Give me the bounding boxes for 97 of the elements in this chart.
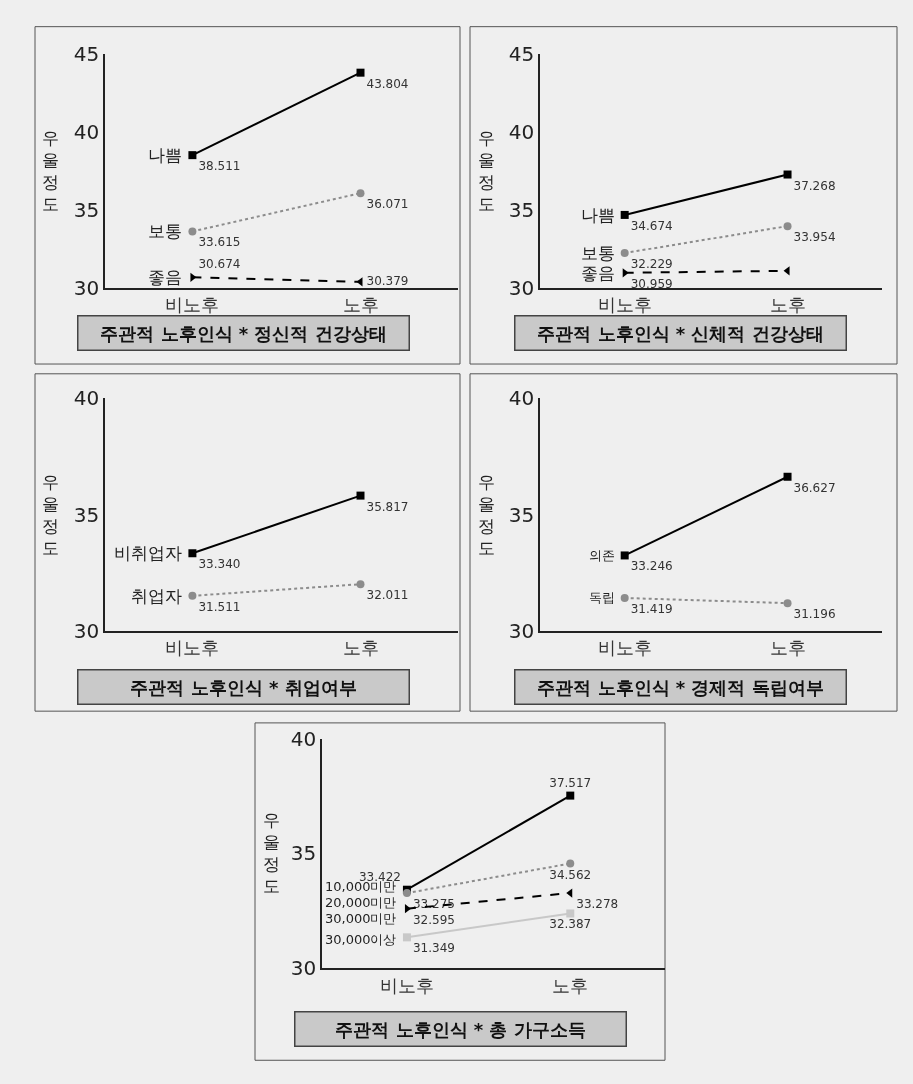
- point: [356, 68, 365, 77]
- y-tick-label: 40: [290, 726, 317, 751]
- y-tick-label: 35: [73, 197, 100, 222]
- series-label: 나쁨: [148, 145, 182, 165]
- point: [566, 859, 575, 868]
- data-label: 33.278: [576, 897, 619, 912]
- y-tick-label: 40: [508, 386, 535, 411]
- data-label: 31.511: [198, 599, 241, 614]
- y-tick-label: 45: [73, 42, 100, 67]
- y-tick-label: 30: [508, 275, 535, 300]
- y-axis-title: 우울정도: [478, 128, 495, 215]
- series-label: 보통: [148, 221, 182, 241]
- point: [783, 599, 792, 608]
- data-label: 33.275: [412, 897, 455, 912]
- text: 주관적 노후인식 * 신체적 건강상태: [537, 322, 824, 344]
- point: [188, 591, 197, 600]
- series-label: 비취업자: [114, 543, 182, 563]
- y-tick-label: 35: [290, 841, 317, 866]
- data-label: 33.954: [793, 230, 836, 245]
- point: [620, 551, 629, 560]
- point: [620, 593, 629, 602]
- point: [188, 151, 197, 160]
- point: [566, 791, 575, 800]
- y-tick-label: 35: [73, 502, 100, 527]
- data-label: 35.817: [366, 499, 409, 514]
- y-tick-label: 30: [290, 956, 317, 981]
- data-label: 31.349: [412, 941, 455, 956]
- data-label: 31.196: [793, 607, 836, 622]
- x-tick-label: 노후: [552, 974, 589, 996]
- data-label: 37.268: [793, 178, 836, 193]
- series-label: 의존: [589, 548, 615, 563]
- series-label: 20,000미만: [325, 895, 397, 910]
- series-label: 나쁨: [581, 205, 615, 225]
- point: [620, 249, 629, 258]
- point: [783, 472, 792, 481]
- data-label: 34.674: [630, 218, 673, 233]
- data-label: 33.615: [198, 235, 241, 250]
- data-label: 34.562: [549, 867, 592, 882]
- y-tick-label: 45: [508, 42, 535, 67]
- y-axis-title: 우울정도: [42, 128, 59, 215]
- series-label: 취업자: [131, 586, 182, 606]
- y-tick-label: 40: [73, 386, 100, 411]
- y-tick-label: 35: [508, 502, 535, 527]
- x-tick-label: 노후: [769, 637, 806, 659]
- data-label: 38.511: [198, 159, 241, 174]
- point: [356, 189, 365, 198]
- point: [402, 933, 411, 942]
- data-label: 37.517: [549, 775, 592, 790]
- text: 주관적 노후인식 * 총 가구소득: [335, 1018, 586, 1040]
- data-label: 32.229: [630, 257, 673, 272]
- series-label: 좋음: [148, 267, 182, 287]
- data-label: 32.595: [412, 912, 455, 927]
- x-tick-label: 비노후: [597, 294, 652, 316]
- point: [188, 227, 197, 236]
- data-label: 36.071: [366, 197, 409, 212]
- data-label: 32.387: [549, 917, 592, 932]
- x-tick-label: 비노후: [165, 294, 220, 316]
- series-label: 30,000이상: [325, 932, 397, 947]
- data-label: 43.804: [366, 76, 409, 91]
- point: [783, 170, 792, 179]
- series-label: 보통: [581, 243, 615, 263]
- y-tick-label: 30: [73, 275, 100, 300]
- text: 주관적 노후인식 * 취업여부: [130, 676, 357, 698]
- data-label: 31.419: [630, 601, 673, 616]
- x-tick-label: 노후: [769, 294, 806, 316]
- point: [620, 210, 629, 219]
- y-axis-title: 우울정도: [478, 472, 495, 559]
- y-axis-title: 우울정도: [263, 810, 280, 897]
- y-tick-label: 30: [73, 618, 100, 643]
- y-tick-label: 40: [508, 119, 535, 144]
- text: 주관적 노후인식 * 경제적 독립여부: [537, 676, 824, 698]
- x-tick-label: 비노후: [597, 637, 652, 659]
- x-tick-label: 비노후: [165, 637, 220, 659]
- series-label: 독립: [589, 590, 615, 605]
- y-axis-title: 우울정도: [42, 472, 59, 559]
- data-label: 30.379: [366, 273, 409, 288]
- data-label: 32.011: [366, 588, 409, 603]
- data-label: 33.246: [630, 559, 673, 574]
- point: [188, 549, 197, 558]
- y-tick-label: 30: [508, 618, 535, 643]
- point: [402, 889, 411, 898]
- text: 주관적 노후인식 * 정신적 건강상태: [100, 322, 387, 344]
- data-label: 33.340: [198, 557, 241, 572]
- x-tick-label: 비노후: [379, 974, 434, 996]
- data-label: 36.627: [793, 480, 836, 495]
- series-label: 좋음: [581, 263, 615, 283]
- point: [356, 491, 365, 500]
- point: [783, 222, 792, 231]
- x-tick-label: 노후: [342, 637, 379, 659]
- point: [356, 580, 365, 589]
- x-tick-label: 노후: [342, 294, 379, 316]
- data-label: 30.674: [198, 257, 241, 272]
- y-tick-label: 35: [508, 197, 535, 222]
- data-label: 30.959: [630, 276, 673, 291]
- point: [566, 909, 575, 918]
- y-tick-label: 40: [73, 119, 100, 144]
- series-label: 30,000미만: [325, 911, 397, 926]
